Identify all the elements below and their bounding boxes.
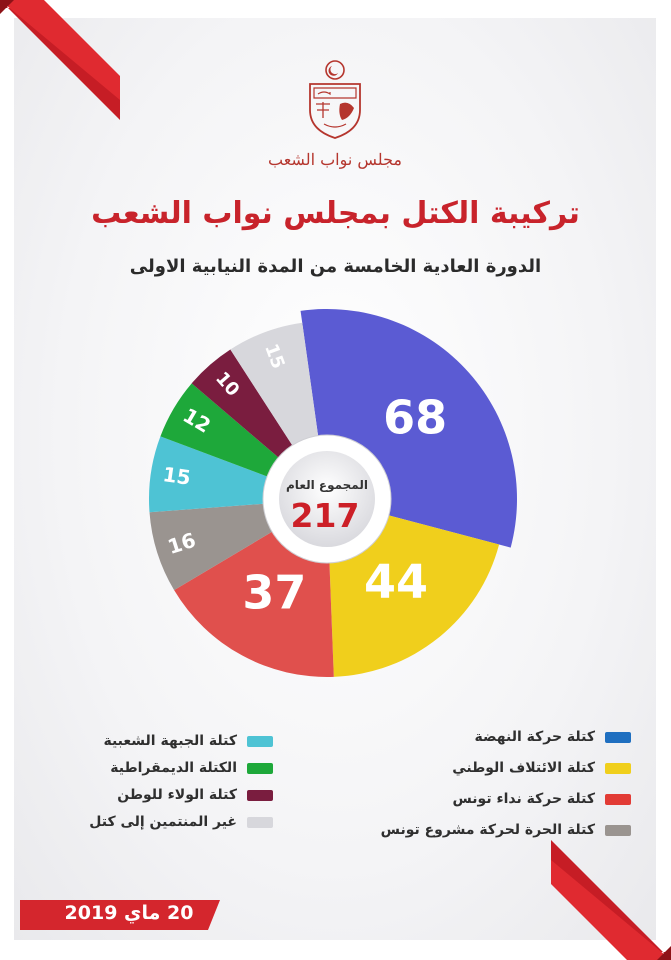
legend-swatch [247, 816, 273, 828]
legend-right-item-1: كتلة حركة النهضة [474, 727, 631, 747]
legend-swatch [247, 762, 273, 774]
chart-subtitle: الدورة العادية الخامسة من المدة النيابية… [129, 256, 542, 277]
slice-label-3: 37 [242, 565, 306, 619]
top-left-ribbon [0, 0, 120, 120]
legend-swatch [605, 793, 631, 805]
legend-right-item-3: كتلة حركة نداء تونس [452, 789, 631, 809]
legend-left-item-2: الكتلة الديمقراطية [110, 758, 273, 778]
legend-label: كتلة الائتلاف الوطني [452, 760, 595, 776]
parliament-emblem-icon [309, 60, 361, 139]
chart-title: تركيبة الكتل بمجلس نواب الشعب [91, 196, 580, 231]
legend-left-item-1: كتلة الجبهة الشعبية [103, 731, 273, 751]
legend-right-item-2: كتلة الائتلاف الوطني [452, 758, 631, 778]
organization-name: مجلس نواب الشعب [267, 150, 402, 169]
center-total: 217 [291, 496, 360, 535]
legend-label: الكتلة الديمقراطية [110, 760, 237, 776]
slice-1 [300, 308, 517, 548]
legend-swatch [247, 789, 273, 801]
legend-swatch [605, 824, 631, 836]
date-label: 20 ماي 2019 [64, 902, 194, 924]
chart-slices [149, 308, 517, 677]
date-ribbon [20, 900, 220, 930]
legend-swatch [605, 762, 631, 774]
slice-label-5: 15 [161, 462, 192, 490]
slice-label-2: 44 [364, 555, 428, 609]
slice-4 [149, 503, 276, 591]
slice-label-1: 68 [383, 390, 447, 444]
slice-5 [149, 436, 271, 513]
legend-label: كتلة حركة النهضة [474, 729, 595, 745]
legend-label: كتلة الجبهة الشعبية [103, 733, 237, 749]
slice-8 [230, 322, 319, 449]
slice-2 [329, 514, 500, 677]
slice-3 [174, 529, 334, 677]
legend-right-item-4: كتلة الحرة لحركة مشروع تونس [381, 820, 631, 840]
legend-label: كتلة الولاء للوطن [117, 787, 237, 803]
legend-label: كتلة حركة نداء تونس [452, 791, 596, 807]
slice-6 [160, 383, 282, 478]
legend-swatch [605, 731, 631, 743]
slice-7 [191, 349, 295, 461]
bottom-right-ribbon [551, 840, 671, 960]
legend-left-item-3: كتلة الولاء للوطن [117, 785, 273, 805]
legend-label: كتلة الحرة لحركة مشروع تونس [380, 822, 595, 838]
legend-label: غير المنتمين إلى كتل [89, 814, 237, 830]
center-label: المجموع العام [286, 478, 368, 493]
legend-swatch [247, 735, 273, 747]
center-disc [279, 451, 375, 547]
legend-left-item-4: غير المنتمين إلى كتل [89, 812, 273, 832]
